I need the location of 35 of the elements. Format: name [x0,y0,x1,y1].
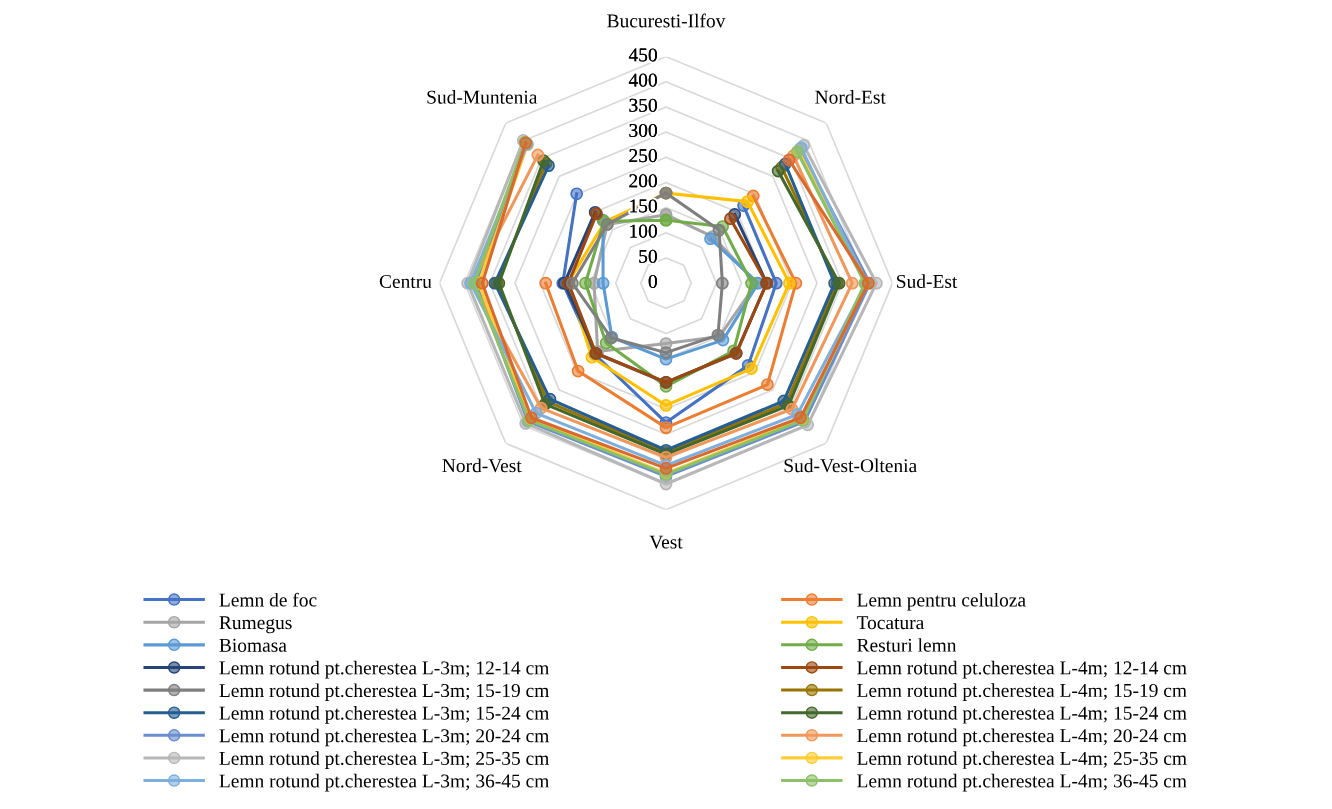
legend-label: Lemn rotund pt.cherestea L-4m; 25-35 cm [857,751,1187,769]
legend-label: Resturi lemn [857,638,957,652]
legend-label: Lemn rotund pt.cherestea L-3m; 15-19 cm [219,683,550,702]
spoke-label: Centru [379,274,432,289]
y-tick-label: 450 [628,48,657,62]
legend-label: Lemn rotund pt.cherestea L-4m; 12-14 cm [857,660,1187,679]
spoke-label: Bucuresti-Ilfov [607,13,726,28]
legend-label: Lemn rotund pt.cherestea L-4m; 36-45 cm [857,773,1187,792]
y-tick-label: 400 [628,73,657,87]
legend-label: Tocatura [856,616,925,630]
y-tick-label: 350 [629,98,657,112]
legend-label: Biomasa [219,638,287,652]
legend-label: Lemn rotund pt.cherestea L-4m; 15-19 cm [857,683,1187,701]
legend-label: Rumegus [219,616,292,634]
spoke-label: Vest [649,535,683,549]
legend-label: Lemn rotund pt.cherestea L-4m; 20-24 cm [857,728,1187,747]
y-tick-label: 300 [629,123,657,137]
spoke-label: Nord-Vest [442,458,522,473]
y-tick-label: 0 [648,274,657,289]
legend-label: Lemn rotund pt.cherestea L-3m; 15-24 cm [219,706,550,724]
spoke-label: Sud-Muntenia [427,90,538,104]
legend-label: Lemn rotund pt.cherestea L-3m; 36-45 cm [219,773,550,792]
y-tick-label: 50 [639,249,657,263]
legend-label: Lemn rotund pt.cherestea L-4m; 15-24 cm [857,705,1187,724]
spoke-label: Sud-Est [897,274,958,289]
y-tick-label: 250 [629,149,657,163]
y-tick-label: 100 [630,224,657,238]
legend-label: Lemn rotund pt.cherestea L-3m; 12-14 cm [219,660,550,679]
legend-label: Lemn pentru celuloza [857,592,1026,611]
y-tick-label: 200 [629,174,657,188]
legend-label: Lemn rotund pt.cherestea L-3m; 25-35 cm [219,751,550,769]
spoke-label: Sud-Vest-Oltenia [784,458,917,473]
legend-label: Lemn de foc [219,592,317,607]
spoke-label: Nord-Est [815,90,886,104]
legend-label: Lemn rotund pt.cherestea L-3m; 20-24 cm [219,728,550,747]
